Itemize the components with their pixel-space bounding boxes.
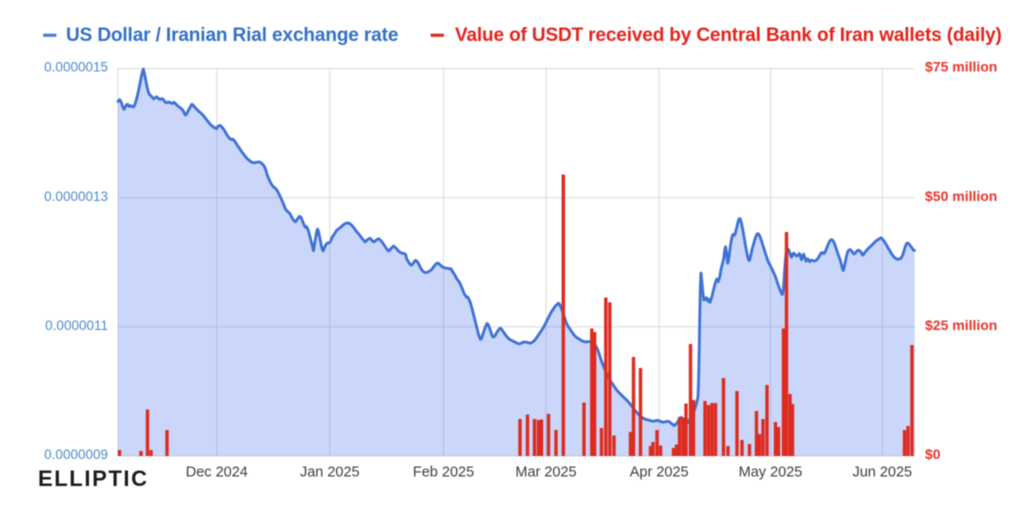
svg-text:May 2025: May 2025 [739, 465, 803, 481]
svg-text:Jun 2025: Jun 2025 [852, 465, 912, 481]
svg-text:0.0000013: 0.0000013 [44, 189, 108, 204]
svg-text:0.0000009: 0.0000009 [44, 447, 108, 462]
svg-text:Dec 2024: Dec 2024 [186, 465, 248, 481]
svg-text:US Dollar / Iranian Rial excha: US Dollar / Iranian Rial exchange rate [66, 25, 398, 46]
svg-text:Mar 2025: Mar 2025 [515, 465, 576, 481]
svg-text:Feb 2025: Feb 2025 [413, 465, 474, 481]
svg-text:ELLIPTIC: ELLIPTIC [38, 466, 149, 491]
svg-text:$50 million: $50 million [925, 188, 997, 204]
svg-text:0.0000015: 0.0000015 [44, 60, 108, 75]
svg-text:0.0000011: 0.0000011 [45, 318, 108, 333]
svg-text:Apr 2025: Apr 2025 [630, 465, 689, 481]
svg-text:$25 million: $25 million [925, 317, 997, 333]
svg-text:$0: $0 [925, 446, 941, 462]
svg-text:$75 million: $75 million [925, 59, 997, 75]
svg-text:Jan 2025: Jan 2025 [300, 465, 360, 481]
svg-text:Value of USDT received by Cent: Value of USDT received by Central Bank o… [455, 25, 1002, 46]
